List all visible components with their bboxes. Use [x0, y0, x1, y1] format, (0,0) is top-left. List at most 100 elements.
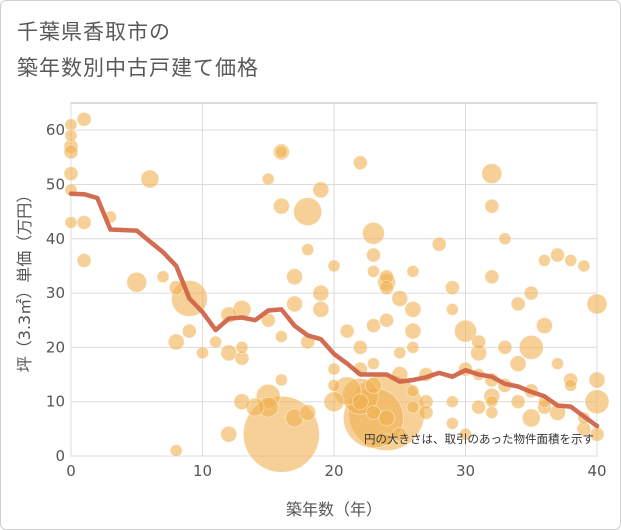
bubble-point [76, 215, 92, 230]
chart-title-line-1: 千葉県香取市の [17, 20, 171, 44]
bubble-point [274, 330, 288, 343]
bubble-point [274, 145, 288, 159]
bubble-point [404, 322, 422, 340]
bubble-point [393, 346, 407, 360]
bubble-point [564, 254, 578, 267]
bubble-point [485, 406, 499, 419]
bubble-point [586, 293, 608, 315]
bubble-point [366, 405, 381, 420]
bubble-point [536, 317, 553, 335]
bubble-point [366, 247, 381, 263]
bubble-point [518, 334, 544, 360]
bubble-layer [63, 111, 610, 473]
bubble-point [301, 243, 315, 257]
bubble-point [418, 405, 434, 420]
bubble-point [577, 259, 591, 273]
bubble-point [379, 312, 395, 328]
bubble-point [327, 259, 341, 273]
bubble-point [551, 357, 564, 371]
y-tick-label: 30 [46, 284, 65, 302]
bubble-point [220, 344, 238, 362]
bubble-point [167, 333, 185, 351]
bubble-point [181, 323, 197, 339]
bubble-point [140, 169, 160, 189]
bubble-point [445, 395, 459, 409]
bubble-point [366, 318, 381, 334]
bubble-size-note: 円の大きさは、取引のあった物件面積を示す [364, 432, 594, 446]
bubble-point [235, 340, 249, 354]
bubble-point [312, 181, 330, 199]
bubble-point [274, 373, 288, 387]
bubble-point [272, 197, 290, 215]
bubble-point [76, 111, 92, 127]
trend-line-layer [68, 191, 600, 429]
bubble-point [521, 408, 541, 428]
bubble-point [352, 339, 368, 355]
bubble-point [367, 264, 380, 278]
y-tick-label: 10 [46, 393, 65, 411]
bubble-point [431, 236, 447, 252]
bubble-point [63, 166, 79, 182]
x-tick-label: 0 [66, 462, 76, 480]
bubble-point [510, 394, 526, 410]
bubble-point [454, 319, 477, 343]
bubble-point [286, 295, 303, 313]
bubble-point [233, 393, 251, 411]
bubble-point [293, 197, 323, 227]
bubble-point [588, 371, 606, 389]
chart-title: 千葉県香取市の 築年数別中古戸建て価格 [17, 14, 259, 86]
x-tick-label: 30 [456, 462, 475, 480]
bubble-point [564, 378, 578, 392]
bubble-point [286, 268, 303, 286]
bubble-point [444, 280, 460, 296]
trend-line [68, 191, 600, 429]
bubble-point [471, 399, 487, 415]
bubble-point [510, 296, 526, 312]
bubble-point [367, 357, 380, 371]
bubble-point [352, 155, 368, 171]
bubble-point [261, 172, 275, 186]
bubble-point [362, 221, 385, 245]
bubble-point [498, 232, 512, 246]
bubble-point [327, 378, 341, 392]
bubble-point [126, 271, 148, 293]
y-tick-label: 0 [55, 447, 65, 465]
y-axis-label: 坪（3.3㎡）単価（万円） [15, 187, 34, 372]
chart-title-line-2: 築年数別中古戸建て価格 [17, 56, 259, 80]
bubble-point [299, 404, 317, 421]
bubble-point [64, 118, 78, 132]
bubble-point [76, 253, 92, 268]
bubble-point [63, 144, 79, 160]
bubble-point [378, 409, 396, 427]
y-tick-label: 60 [46, 121, 65, 139]
bubble-point [406, 340, 420, 354]
x-tick-label: 20 [324, 462, 343, 480]
bubble-point [484, 198, 500, 214]
bubble-point [365, 376, 382, 394]
bubble-point [445, 302, 459, 316]
bubble-point [327, 362, 341, 376]
bubble-point [339, 323, 355, 339]
bubble-point [323, 391, 345, 413]
bubble-point [404, 300, 422, 318]
y-tick-label: 50 [46, 175, 65, 193]
bubble-point [509, 355, 527, 373]
bubble-point [406, 400, 420, 414]
bubble-point [209, 335, 223, 349]
y-tick-label: 40 [46, 230, 65, 248]
x-tick-label: 40 [587, 462, 606, 480]
bubble-point [538, 254, 551, 267]
bubble-point [312, 300, 330, 318]
bubble-point [220, 425, 238, 443]
bubble-point [481, 163, 503, 185]
bubble-point [351, 393, 369, 411]
bubble-point [523, 285, 539, 301]
bubble-point [392, 426, 408, 442]
bubble-point [485, 395, 499, 409]
bubble-point [380, 433, 394, 447]
bubble-point [64, 216, 78, 229]
bubble-point [550, 247, 565, 263]
tick-labels: 0 10 20 30 40 50 60 0 10 20 30 40 [46, 121, 607, 480]
bubble-point [169, 444, 183, 457]
